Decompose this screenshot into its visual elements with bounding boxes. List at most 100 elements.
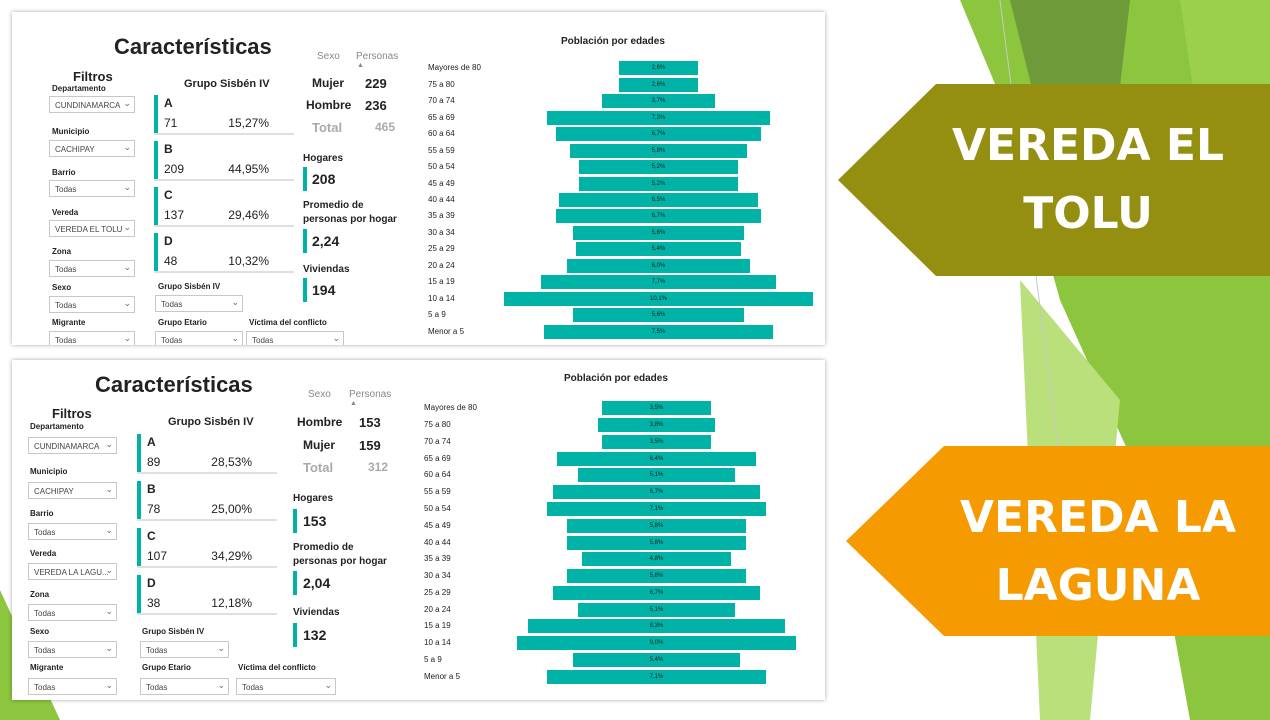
filter-sexo-dropdown[interactable]: Todas ⌄ [49,296,135,313]
bar-data-label: 3,5% [649,405,664,412]
age-bar[interactable] [543,324,774,339]
filter-label-departamento: Departamento [30,422,84,431]
sort-asc-icon[interactable]: ▲ [357,62,364,69]
age-bar[interactable] [582,552,731,567]
age-bar[interactable] [552,485,761,500]
sisben-card-b: B 209 44,95% [154,141,294,181]
age-bar[interactable] [517,636,796,651]
dropdown-value: VEREDA LA LAGU... [34,568,109,577]
bar-data-label: 5,8% [649,522,664,529]
bar-data-label: 3,8% [649,422,664,429]
sex-count: 153 [359,415,381,430]
filter-sexo-dropdown[interactable]: Todas ⌄ [28,641,117,658]
dashboard-panel-la-laguna: Características Filtros Departamento CUN… [12,360,825,700]
age-bar[interactable] [569,143,748,158]
age-bar[interactable] [579,176,738,191]
age-bar[interactable] [566,535,747,550]
filter-zona-dropdown[interactable]: Todas ⌄ [28,604,117,621]
bar-data-label: 6,7% [651,213,666,220]
kpi-hogares-label: Hogares [293,493,334,504]
age-bar[interactable] [572,308,745,323]
total-label: Total [303,460,334,475]
filter-grupo-etario-dropdown[interactable]: Todas ⌄ [140,678,229,695]
group-percent: 29,46% [228,208,269,222]
sex-count: 229 [365,76,387,91]
age-bar[interactable] [552,585,761,600]
age-tick-label: 15 a 19 [428,277,455,287]
age-bar[interactable] [572,225,745,240]
filter-vereda-dropdown[interactable]: VEREDA EL TOLU ⌄ [49,220,135,237]
age-bar[interactable] [572,652,741,667]
age-bar[interactable] [618,61,699,76]
age-bar[interactable] [556,209,761,224]
age-bar[interactable] [556,127,761,142]
age-bar[interactable] [546,110,771,125]
age-bar[interactable] [566,258,751,273]
filter-grupo-etario-dropdown[interactable]: Todas ⌄ [155,331,243,345]
filter-grupo-sisben-dropdown[interactable]: Todas ⌄ [140,641,229,658]
dashboard-panel-el-tolu: Características Filtros Departamento CUN… [12,12,825,345]
age-bar[interactable] [602,401,711,416]
age-bar[interactable] [577,468,736,483]
filter-victima-dropdown[interactable]: Todas ⌄ [246,331,344,345]
filter-victima-dropdown[interactable]: Todas ⌄ [236,678,336,695]
age-bar[interactable] [504,291,813,306]
age-tick-label: 10 a 14 [428,293,455,303]
bar-data-label: 5,8% [649,573,664,580]
sort-asc-icon[interactable]: ▲ [350,400,357,407]
dropdown-value: Todas [34,683,56,692]
filter-grupo-sisben-dropdown[interactable]: Todas ⌄ [155,295,243,312]
filters-heading: Filtros [52,406,92,421]
age-bar[interactable] [577,602,736,617]
filter-migrante-dropdown[interactable]: Todas ⌄ [49,331,135,345]
filter-barrio-dropdown[interactable]: Todas ⌄ [28,523,117,540]
age-bar[interactable] [597,418,716,433]
filter-barrio-dropdown[interactable]: Todas ⌄ [49,180,135,197]
age-tick-label: 15 a 19 [424,621,451,631]
filter-label-municipio: Municipio [30,467,68,476]
filter-label-municipio: Municipio [52,127,90,136]
bar-data-label: 7,7% [651,279,666,286]
age-bar[interactable] [557,451,756,466]
bar-data-label: 7,1% [649,505,664,512]
population-pyramid: Mayores de 80 2,6% 75 a 80 2,6% 70 a 74 3,7% 6… [426,60,825,340]
age-bar[interactable] [546,669,767,684]
sex-column-header[interactable]: Sexo [308,389,331,400]
filter-label-grupo-etario: Grupo Etario [142,663,191,672]
accent-bar [154,187,158,225]
accent-bar [154,95,158,133]
group-letter: C [147,529,156,543]
filter-municipio-dropdown[interactable]: CACHIPAY ⌄ [49,140,135,157]
age-bar[interactable] [566,518,747,533]
age-bar[interactable] [618,77,699,92]
age-bar[interactable] [601,94,716,109]
filter-municipio-dropdown[interactable]: CACHIPAY ⌄ [28,482,117,499]
filter-label-vereda: Vereda [30,549,57,558]
filter-label-zona: Zona [30,590,50,599]
age-bar[interactable] [546,501,767,516]
bar-data-label: 5,6% [651,229,666,236]
filter-departamento-dropdown[interactable]: CUNDINAMARCA ⌄ [49,96,135,113]
chevron-down-icon: ⌄ [105,439,113,449]
age-bar[interactable] [566,569,747,584]
filter-zona-dropdown[interactable]: Todas ⌄ [49,260,135,277]
sisben-card-c: C 107 34,29% [137,528,277,568]
filter-label-vereda: Vereda [52,208,79,217]
age-bar[interactable] [575,242,742,257]
age-bar[interactable] [602,434,711,449]
age-bar[interactable] [540,275,777,290]
filter-departamento-dropdown[interactable]: CUNDINAMARCA ⌄ [28,437,117,454]
age-bar[interactable] [579,160,738,175]
sisben-card-a: A 71 15,27% [154,95,294,135]
group-count: 137 [164,208,185,222]
filter-label-barrio: Barrio [52,168,76,177]
bar-data-label: 5,2% [651,180,666,187]
sex-column-header[interactable]: Sexo [317,51,340,62]
filter-vereda-dropdown[interactable]: VEREDA LA LAGU... ⌄ [28,563,117,580]
persons-column-header[interactable]: Personas [349,389,392,400]
persons-column-header[interactable]: Personas [356,51,399,62]
age-bar[interactable] [559,193,758,207]
age-tick-label: 35 a 39 [424,554,451,564]
filter-migrante-dropdown[interactable]: Todas ⌄ [28,678,117,695]
age-bar[interactable] [528,619,785,634]
